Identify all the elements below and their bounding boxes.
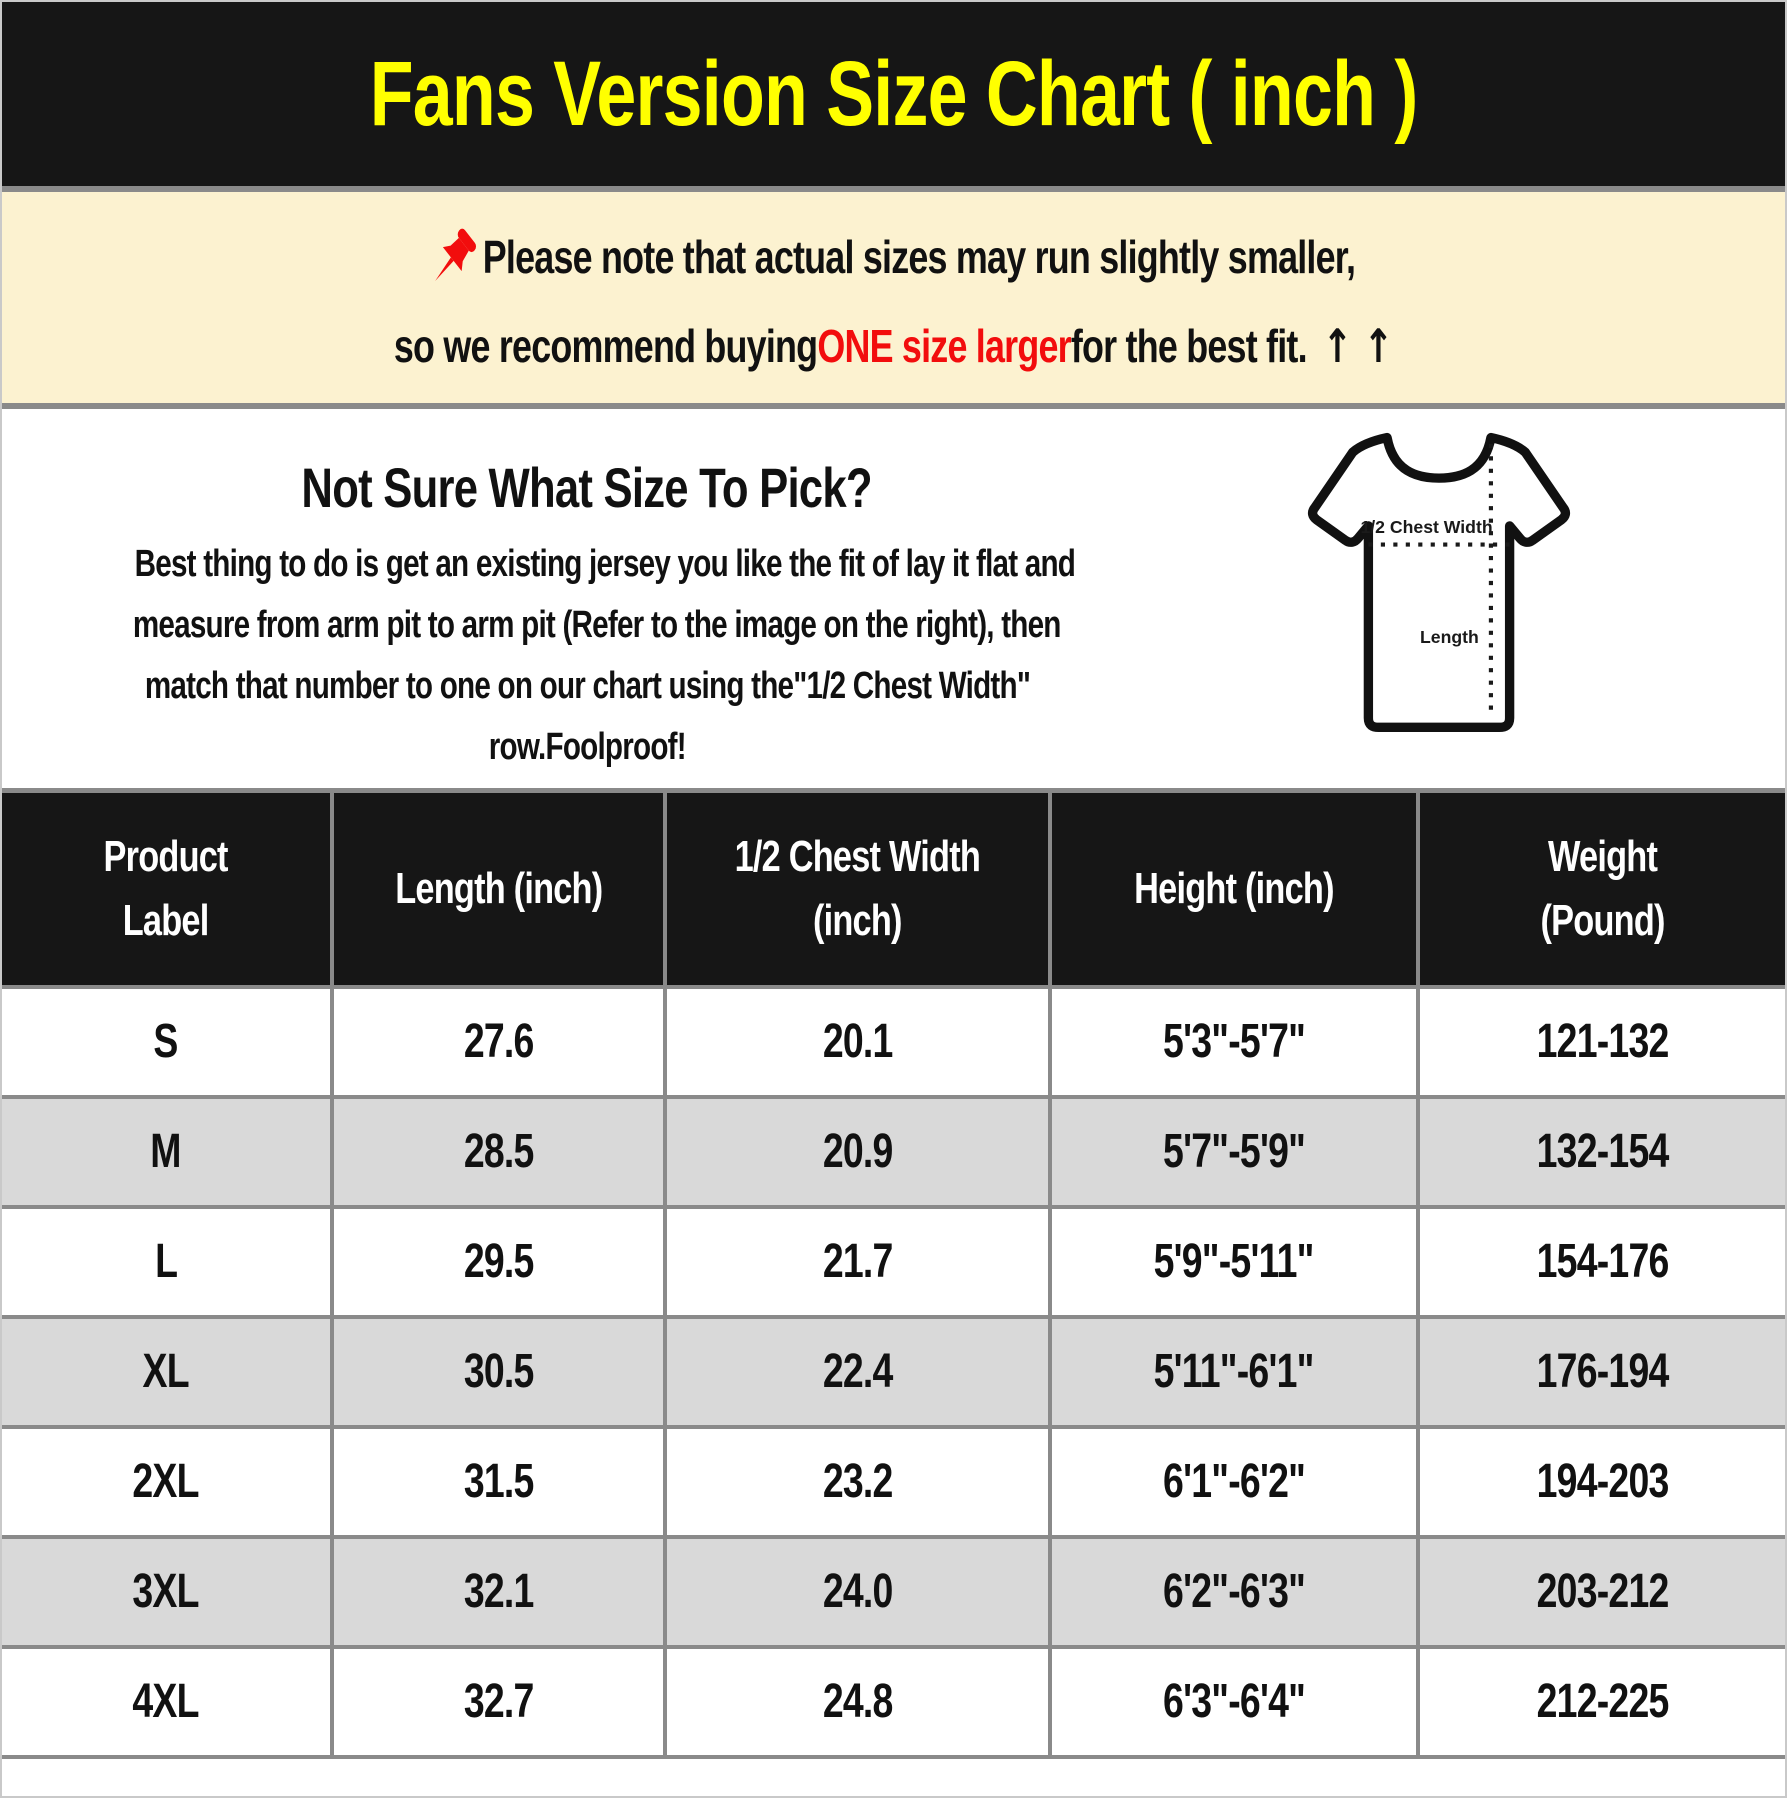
column-header-height: Height (inch) bbox=[1048, 788, 1420, 989]
cell-half-chest: 23.2 bbox=[663, 1424, 1053, 1539]
cell-height: 5'7"-5'9" bbox=[1048, 1094, 1420, 1209]
table-row-xl: XL 30.5 22.4 5'11"-6'1" 176-194 bbox=[2, 1314, 1785, 1429]
size-guide-line: match that number to one on our chart us… bbox=[144, 665, 1030, 707]
cell-half-chest: 20.1 bbox=[663, 984, 1053, 1099]
cell-length: 32.7 bbox=[329, 1644, 668, 1759]
notice-text-2-prefix: so we recommend buying bbox=[394, 320, 818, 373]
column-header-length: Length (inch) bbox=[329, 788, 668, 989]
pushpin-icon bbox=[435, 228, 477, 281]
column-header-half-chest: 1/2 Chest Width (inch) bbox=[663, 788, 1053, 989]
cell-half-chest: 20.9 bbox=[663, 1094, 1053, 1209]
cell-length: 32.1 bbox=[329, 1534, 668, 1649]
cell-size-label: S bbox=[2, 984, 334, 1099]
size-table: Product Label Length (inch) 1/2 Chest Wid… bbox=[2, 788, 1785, 1759]
table-row-2xl: 2XL 31.5 23.2 6'1"-6'2" 194-203 bbox=[2, 1424, 1785, 1539]
size-guide-heading: Not Sure What Size To Pick? bbox=[301, 456, 873, 519]
table-row-m: M 28.5 20.9 5'7"-5'9" 132-154 bbox=[2, 1094, 1785, 1209]
page-title: Fans Version Size Chart ( inch ) bbox=[369, 42, 1418, 145]
size-guide-text: Not Sure What Size To Pick? Best thing t… bbox=[2, 409, 1172, 778]
table-row-s: S 27.6 20.1 5'3"-5'7" 121-132 bbox=[2, 984, 1785, 1099]
tshirt-outline bbox=[1307, 432, 1571, 733]
size-table-header: Product Label Length (inch) 1/2 Chest Wid… bbox=[2, 788, 1785, 989]
cell-weight: 203-212 bbox=[1415, 1534, 1785, 1649]
cell-weight: 132-154 bbox=[1415, 1094, 1785, 1209]
cell-size-label: M bbox=[2, 1094, 334, 1209]
cell-size-label: L bbox=[2, 1204, 334, 1319]
one-size-larger-highlight: ONE size larger bbox=[817, 320, 1072, 373]
cell-size-label: 2XL bbox=[2, 1424, 334, 1539]
chest-width-label: 1/2 Chest Width bbox=[1360, 517, 1492, 537]
notice-text-2-suffix: for the best fit. bbox=[1071, 320, 1308, 373]
cell-length: 31.5 bbox=[329, 1424, 668, 1539]
title-band: Fans Version Size Chart ( inch ) bbox=[2, 2, 1785, 192]
cell-weight: 121-132 bbox=[1415, 984, 1785, 1099]
column-header-weight: Weight (Pound) bbox=[1415, 788, 1785, 989]
size-guide-line: measure from arm pit to arm pit (Refer t… bbox=[132, 604, 1062, 646]
cell-length: 29.5 bbox=[329, 1204, 668, 1319]
cell-size-label: 3XL bbox=[2, 1534, 334, 1649]
table-row-3xl: 3XL 32.1 24.0 6'2"-6'3" 203-212 bbox=[2, 1534, 1785, 1649]
cell-height: 6'3"-6'4" bbox=[1048, 1644, 1420, 1759]
cell-height: 6'1"-6'2" bbox=[1048, 1424, 1420, 1539]
column-header-product-label: Product Label bbox=[2, 788, 334, 989]
tshirt-measurement-diagram: 1/2 Chest Width Length bbox=[1304, 427, 1574, 739]
cell-length: 27.6 bbox=[329, 984, 668, 1099]
cell-half-chest: 21.7 bbox=[663, 1204, 1053, 1319]
cell-weight: 212-225 bbox=[1415, 1644, 1785, 1759]
cell-weight: 176-194 bbox=[1415, 1314, 1785, 1429]
notice-line-2: so we recommend buying ONE size larger f… bbox=[253, 321, 1534, 372]
up-arrows: ↑ ↑ bbox=[1322, 319, 1394, 374]
notice-line-1: Please note that actual sizes may run sl… bbox=[301, 223, 1485, 301]
cell-size-label: 4XL bbox=[2, 1644, 334, 1759]
cell-half-chest: 24.8 bbox=[663, 1644, 1053, 1759]
cell-height: 5'11"-6'1" bbox=[1048, 1314, 1420, 1429]
cell-weight: 154-176 bbox=[1415, 1204, 1785, 1319]
notice-banner: Please note that actual sizes may run sl… bbox=[2, 192, 1785, 409]
table-row-l: L 29.5 21.7 5'9"-5'11" 154-176 bbox=[2, 1204, 1785, 1319]
cell-half-chest: 24.0 bbox=[663, 1534, 1053, 1649]
notice-text-1: Please note that actual sizes may run sl… bbox=[483, 230, 1356, 283]
cell-height: 5'9"-5'11" bbox=[1048, 1204, 1420, 1319]
cell-height: 5'3"-5'7" bbox=[1048, 984, 1420, 1099]
size-guide-section: Not Sure What Size To Pick? Best thing t… bbox=[2, 409, 1785, 788]
size-guide-line: Best thing to do is get an existing jers… bbox=[134, 543, 1076, 585]
cell-half-chest: 22.4 bbox=[663, 1314, 1053, 1429]
cell-height: 6'2"-6'3" bbox=[1048, 1534, 1420, 1649]
length-label: Length bbox=[1420, 627, 1479, 647]
size-guide-line: row.Foolproof! bbox=[488, 726, 686, 768]
cell-size-label: XL bbox=[2, 1314, 334, 1429]
cell-weight: 194-203 bbox=[1415, 1424, 1785, 1539]
table-row-4xl: 4XL 32.7 24.8 6'3"-6'4" 212-225 bbox=[2, 1644, 1785, 1759]
cell-length: 30.5 bbox=[329, 1314, 668, 1429]
cell-length: 28.5 bbox=[329, 1094, 668, 1209]
